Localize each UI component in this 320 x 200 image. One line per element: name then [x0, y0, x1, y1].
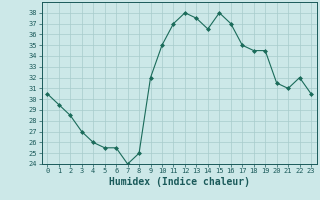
X-axis label: Humidex (Indice chaleur): Humidex (Indice chaleur): [109, 177, 250, 187]
